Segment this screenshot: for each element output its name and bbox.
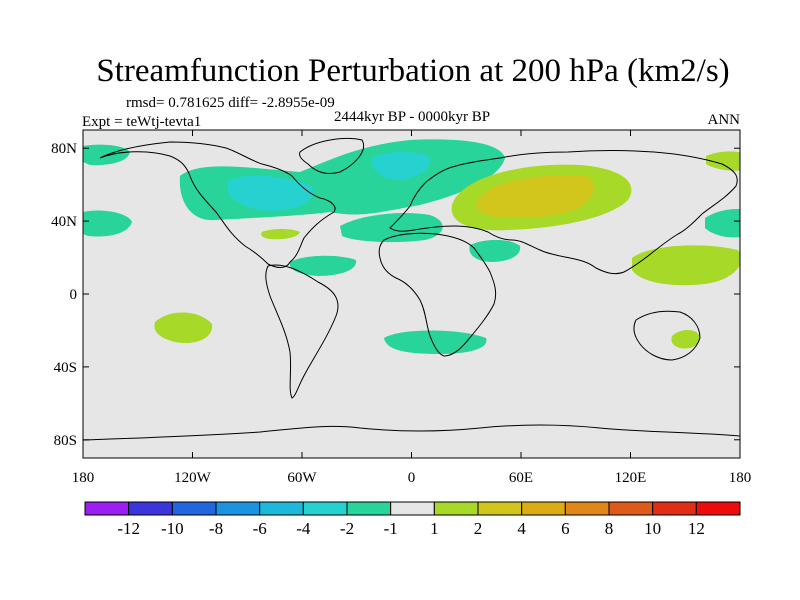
colorbar-label: 1 xyxy=(430,519,439,538)
anomaly-n-pacific-right xyxy=(705,209,740,238)
colorbar-label: -6 xyxy=(253,519,267,538)
colorbar: -12 -10 -8 -6 -4 -2 -1 1 2 4 6 8 10 12 xyxy=(84,501,741,538)
colorbar-label: 8 xyxy=(605,519,614,538)
colorbar-label: -12 xyxy=(117,519,140,538)
y-tick-label: 40S xyxy=(54,360,77,376)
coast-africa xyxy=(378,232,497,357)
anomaly-s-pacific xyxy=(154,312,213,344)
y-tick-label: 0 xyxy=(70,287,78,303)
colorbar-swatch xyxy=(346,501,392,516)
colorbar-label: -2 xyxy=(340,519,354,538)
anomaly-arabia xyxy=(469,239,521,262)
colorbar-label: 2 xyxy=(474,519,483,538)
anomaly-ne-pacific xyxy=(83,210,132,237)
anomaly-nw-pacific xyxy=(632,245,740,286)
colorbar-swatch xyxy=(215,501,261,516)
y-tick-label: 80N xyxy=(51,141,77,157)
colorbar-swatch xyxy=(84,501,130,516)
anomaly-canada xyxy=(228,175,314,211)
anomaly-australia xyxy=(671,330,700,349)
x-tick-label: 120E xyxy=(615,470,647,486)
colorbar-label: -1 xyxy=(384,519,398,538)
anomaly-barents xyxy=(371,151,431,180)
anomaly-caribbean xyxy=(289,255,357,276)
coast-antarctica xyxy=(83,424,740,441)
stats-label: rmsd= 0.781625 diff= -2.8955e-09 xyxy=(126,95,335,111)
colorbar-swatch xyxy=(652,501,697,516)
coast-greenland xyxy=(299,138,364,175)
chart-title: Streamfunction Perturbation at 200 hPa (… xyxy=(96,53,729,89)
coast-eurasia xyxy=(389,150,738,275)
x-tick-label: 0 xyxy=(408,470,416,486)
anomaly-w-atlantic xyxy=(261,229,300,240)
colorbar-label: 10 xyxy=(644,519,661,538)
anomaly-mediterranean xyxy=(340,213,443,243)
x-tick-label: 180 xyxy=(72,470,95,486)
colorbar-swatch xyxy=(171,501,217,516)
colorbar-label: -4 xyxy=(296,519,311,538)
coast-australia xyxy=(633,310,701,361)
colorbar-label: 6 xyxy=(561,519,570,538)
colorbar-swatch xyxy=(390,501,435,516)
y-tick-label: 80S xyxy=(54,433,77,449)
colorbar-swatch xyxy=(433,501,479,516)
colorbar-swatch xyxy=(477,501,523,516)
period-label: 2444kyr BP - 0000kyr BP xyxy=(334,109,490,125)
colorbar-label: -8 xyxy=(209,519,223,538)
y-tick-label: 40N xyxy=(51,214,77,230)
colorbar-label: 12 xyxy=(688,519,705,538)
colorbar-swatch xyxy=(259,501,304,516)
coast-north-america xyxy=(99,141,336,268)
season-label: ANN xyxy=(708,112,741,128)
colorbar-swatch xyxy=(302,501,348,516)
anomaly-layer xyxy=(83,138,740,441)
x-tick-label: 120W xyxy=(174,470,212,486)
colorbar-swatch xyxy=(564,501,610,516)
colorbar-swatch xyxy=(695,501,741,516)
anomaly-central-asia-inner xyxy=(476,175,594,218)
coastlines xyxy=(83,138,740,441)
x-tick-label: 180 xyxy=(729,470,752,486)
colorbar-label: -10 xyxy=(161,519,184,538)
colorbar-swatch xyxy=(521,501,566,516)
axis-ticks: 180 120W 60W 0 60E 120E 180 80N 40N 0 40S 80S xyxy=(51,130,751,486)
x-tick-label: 60W xyxy=(287,470,317,486)
x-tick-label: 60E xyxy=(509,470,533,486)
colorbar-swatch xyxy=(608,501,654,516)
coast-south-america xyxy=(265,264,339,399)
anomaly-nw-pacific-high xyxy=(706,151,740,171)
experiment-label: Expt = teWtj-tevta1 xyxy=(82,114,201,130)
colorbar-swatch xyxy=(128,501,173,516)
colorbar-label: 4 xyxy=(517,519,526,538)
